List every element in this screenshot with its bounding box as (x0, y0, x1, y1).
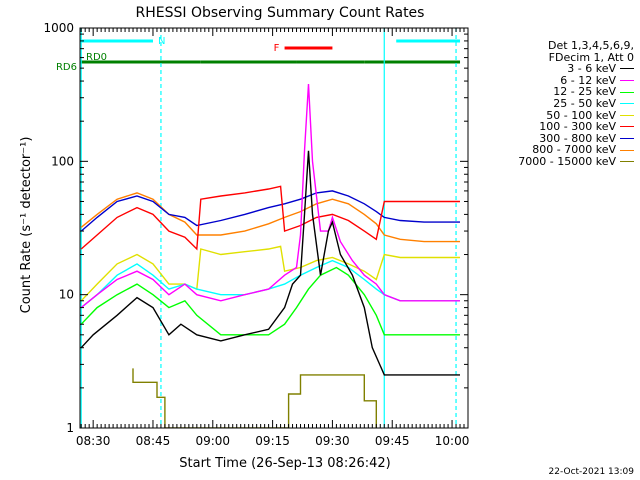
legend-item: 300 - 800 keV (478, 133, 634, 145)
y-tick-label: 10 (59, 288, 74, 302)
x-axis: 08:30 08:45 09:00 09:15 09:30 09:45 10:00 (76, 28, 469, 448)
legend: Det 1,3,4,5,6,9, FDecim 1, Att 0 3 - 6 k… (478, 40, 634, 168)
y-tick-label: 1000 (43, 21, 74, 35)
legend-swatch (620, 161, 634, 163)
plot-frame (79, 27, 469, 429)
series-line-3-6kev (80, 150, 460, 376)
legend-item: 50 - 100 keV (478, 108, 634, 122)
y-axis-label: Count Rate (s⁻¹ detector⁻¹) (19, 137, 34, 314)
legend-item-label: 3 - 6 keV (567, 62, 616, 76)
x-axis-label: Start Time (26-Sep-13 08:26:42) (179, 456, 390, 471)
y-axis: 1 10 100 1000 (43, 21, 468, 435)
series-line-12-25kev (80, 266, 460, 336)
series-line-50-100kev (80, 245, 460, 302)
y-tick-label: 1 (66, 421, 74, 435)
x-tick-label: 09:15 (255, 434, 290, 448)
x-tick-label: 09:45 (375, 434, 410, 448)
series-line-7000-15000kev (132, 368, 377, 428)
legend-item-label: 800 - 7000 keV (532, 143, 616, 157)
legend-swatch (620, 91, 634, 93)
legend-item-label: 300 - 800 keV (539, 131, 616, 145)
chart-title: RHESSI Observing Summary Count Rates (136, 5, 425, 21)
footer-date: 22-Oct-2021 13:09 (548, 467, 634, 477)
x-tick-label: 08:30 (76, 434, 111, 448)
legend-item: 7000 - 15000 keV (478, 156, 634, 168)
legend-swatch (620, 68, 634, 70)
status-bar-label-rd0: RD0 (86, 52, 107, 63)
series-line-6-12kev (80, 83, 460, 309)
legend-item-label: 12 - 25 keV (553, 85, 616, 99)
legend-item-label: 50 - 100 keV (546, 108, 616, 122)
legend-header-line-1: Det 1,3,4,5,6,9, (547, 39, 634, 52)
legend-item-label: 6 - 12 keV (560, 73, 616, 87)
legend-item: 800 - 7000 keV (478, 144, 634, 156)
x-tick-label: 08:45 (136, 434, 171, 448)
status-bar-label-f: F (274, 43, 280, 54)
legend-swatch (620, 103, 634, 105)
legend-header-line-2: FDecim 1, Att 0 (548, 50, 634, 64)
status-bar-label-n: N (158, 36, 165, 47)
x-tick-label: 09:30 (315, 434, 350, 448)
legend-item-label: 7000 - 15000 keV (518, 154, 616, 168)
series-line-800-7000kev (80, 192, 460, 243)
x-tick-label: 10:00 (435, 434, 470, 448)
legend-item-label: 25 - 50 keV (553, 96, 616, 110)
legend-item: 25 - 50 keV (478, 98, 634, 110)
y-tick-label: 100 (51, 154, 74, 168)
legend-item-label: 100 - 300 keV (539, 120, 616, 134)
legend-swatch (620, 149, 634, 151)
series-line-100-300kev (80, 185, 460, 251)
legend-item: 6 - 12 keV (478, 75, 634, 87)
legend-item: 12 - 25 keV (478, 86, 634, 98)
legend-swatch (620, 114, 634, 116)
vertical-markers (80, 28, 457, 428)
status-bars: N F RD6 RD0 (56, 36, 461, 73)
legend-item: 3 - 6 keV (478, 63, 634, 75)
legend-swatch (620, 126, 634, 128)
status-bar-label-rd6: RD6 (56, 62, 77, 73)
series-group (80, 83, 460, 428)
x-tick-label: 09:00 (195, 434, 230, 448)
legend-item: 100 - 300 keV (478, 121, 634, 133)
series-line-300-800kev (80, 190, 460, 232)
legend-swatch (620, 80, 634, 82)
legend-swatch (620, 138, 634, 140)
